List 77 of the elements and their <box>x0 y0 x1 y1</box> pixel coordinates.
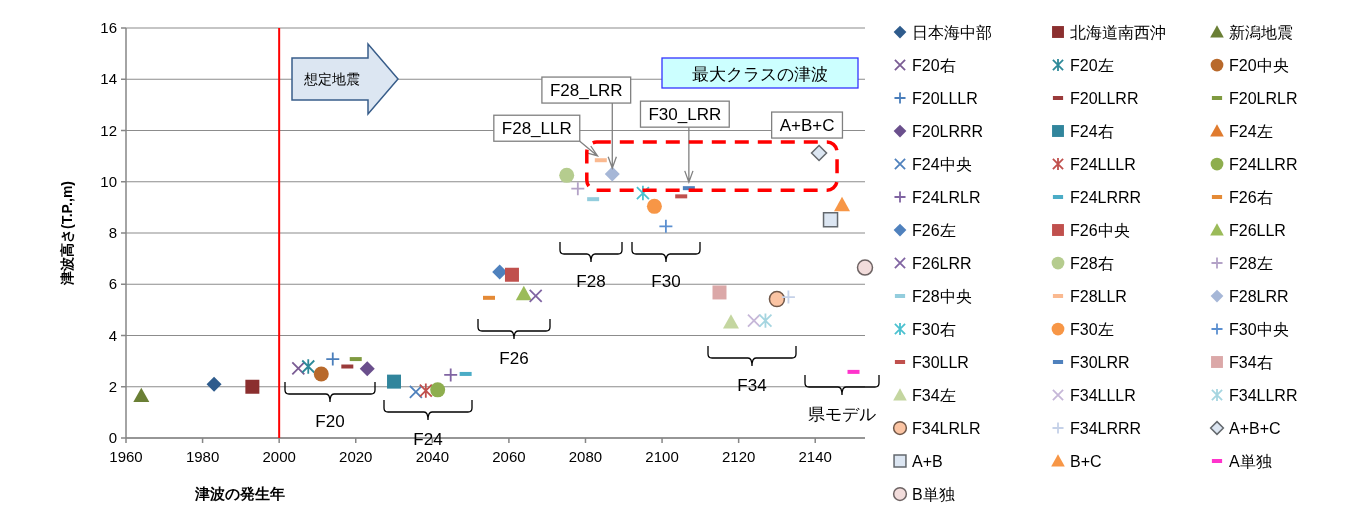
legend-label: F34LLRR <box>1229 387 1298 404</box>
annotation: F28_LRR <box>549 81 623 101</box>
legend-label: F34LRLR <box>912 420 981 437</box>
x-tick-label: 2120 <box>721 448 756 465</box>
annotation: F30_LRR <box>648 105 722 125</box>
legend-label: F26右 <box>1229 189 1273 206</box>
legend-label: F28中央 <box>912 288 972 305</box>
x-tick-label: 2140 <box>798 448 832 465</box>
legend-label: F30中央 <box>1229 321 1289 338</box>
legend-label: F24右 <box>1070 123 1114 140</box>
legend-label: F20LLRR <box>1070 90 1139 107</box>
x-tick-label: 2100 <box>645 448 679 465</box>
y-tick-label: 0 <box>108 429 117 446</box>
legend-label: 新潟地震 <box>1229 24 1293 41</box>
x-tick-label: 2040 <box>415 448 450 465</box>
legend-label: 北海道南西沖 <box>1070 24 1166 41</box>
legend-label: B+C <box>1070 453 1102 470</box>
y-tick-label: 10 <box>100 172 117 190</box>
legend-label: F28左 <box>1229 255 1273 272</box>
legend-label: F34LLLR <box>1070 387 1136 404</box>
legend-label: F34左 <box>912 387 956 404</box>
legend-label: F26LRR <box>912 255 972 272</box>
y-tick-label: 8 <box>108 224 117 241</box>
legend-label: F30LLR <box>912 354 969 371</box>
annotation: F20 <box>315 412 345 431</box>
legend-label: B単独 <box>912 486 955 503</box>
legend-label: F24LRRR <box>1070 189 1142 206</box>
legend-label: F20右 <box>912 57 956 74</box>
y-tick-label: 14 <box>100 70 117 88</box>
legend-label: F26中央 <box>1070 222 1130 239</box>
y-axis-title: 津波高さ(T.P.,m) <box>59 181 75 286</box>
legend-label: F20LRLR <box>1229 90 1298 107</box>
x-axis-title: 津波の発生年 <box>194 485 285 502</box>
legend-label: F20中央 <box>1229 57 1289 74</box>
legend-label: F26左 <box>912 222 956 239</box>
y-tick-label: 6 <box>108 275 117 293</box>
y-tick-label: 12 <box>100 121 117 139</box>
legend-label: F28右 <box>1070 255 1114 272</box>
legend-label: F34右 <box>1229 354 1273 371</box>
legend-label: F28LRR <box>1229 288 1289 305</box>
x-tick-label: 2060 <box>492 448 526 465</box>
legend-label: F30LRR <box>1070 354 1130 371</box>
legend-label: F20LRRR <box>912 123 984 140</box>
legend-label: F20左 <box>1070 57 1114 74</box>
x-tick-label: 1960 <box>109 448 143 465</box>
y-tick-label: 4 <box>108 326 117 344</box>
annotation: 最大クラスの津波 <box>692 65 828 84</box>
legend-label: F20LLLR <box>912 90 978 107</box>
legend-label: F34LRRR <box>1070 420 1142 437</box>
annotation: F30 <box>651 272 681 291</box>
x-tick-label: 1980 <box>185 448 220 465</box>
x-tick-label: 2000 <box>262 448 296 465</box>
annotation: F28 <box>576 272 606 291</box>
legend-label: A+B <box>912 453 943 470</box>
legend-label: 日本海中部 <box>912 24 992 41</box>
x-tick-label: 2080 <box>568 448 603 465</box>
legend-label: F24左 <box>1229 123 1273 140</box>
legend-label: F24LRLR <box>912 189 981 206</box>
legend-label: A+B+C <box>1229 420 1281 437</box>
annotation: F28_LLR <box>501 119 572 139</box>
annotation: 想定地震 <box>303 71 360 87</box>
legend-label: A単独 <box>1229 453 1272 470</box>
annotation: 県モデル <box>808 405 876 424</box>
legend-label: F24LLLR <box>1070 156 1136 173</box>
annotation: F26 <box>499 349 529 368</box>
annotation: F24 <box>413 430 443 449</box>
annotation: A+B+C <box>779 116 835 136</box>
y-tick-label: 16 <box>100 19 117 36</box>
legend-label: F28LLR <box>1070 288 1127 305</box>
y-tick-label: 2 <box>108 377 117 395</box>
legend-label: F26LLR <box>1229 222 1286 239</box>
legend-label: F30左 <box>1070 321 1114 338</box>
annotation: F34 <box>737 376 767 395</box>
legend-label: F24LLRR <box>1229 156 1298 173</box>
legend-label: F24中央 <box>912 156 972 173</box>
legend-label: F30右 <box>912 321 956 338</box>
x-tick-label: 2020 <box>339 448 373 465</box>
